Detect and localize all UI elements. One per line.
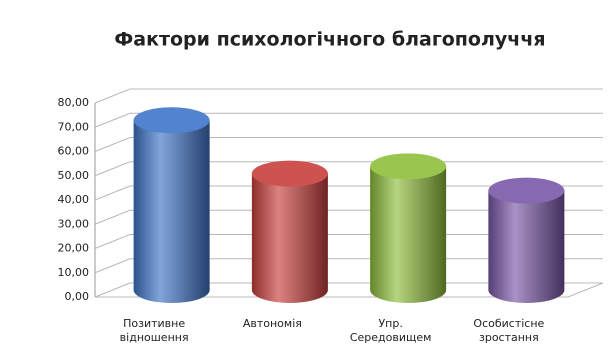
cylinder-body: [251, 173, 328, 303]
floor-edge: [95, 282, 604, 298]
grid-line: [94, 161, 603, 177]
y-tick-label: 40,00: [58, 193, 90, 206]
cylinder-body: [370, 166, 447, 303]
grid-line: [94, 88, 603, 104]
y-tick-label: 10,00: [58, 266, 90, 279]
y-tick-label: 70,00: [58, 120, 90, 133]
chart-title: Фактори психологічного благополуччя: [114, 29, 545, 51]
bar: [133, 107, 210, 303]
bar: [370, 153, 447, 303]
cylinder-top: [488, 177, 565, 204]
y-tick-label: 0,00: [65, 290, 90, 303]
x-tick-label: Автономія: [243, 317, 302, 330]
y-tick-label: 80,00: [58, 96, 90, 109]
bar: [251, 160, 328, 303]
grid-line: [94, 137, 603, 152]
x-tick-label: Особистісне зростання: [473, 317, 544, 344]
y-tick-label: 20,00: [58, 242, 90, 255]
bar: [488, 177, 565, 303]
cylinder-top: [370, 153, 447, 180]
cylinder-body: [488, 190, 565, 303]
cylinder-body: [133, 120, 210, 303]
cylinder-top: [133, 107, 210, 134]
x-tick-label: Упр. Середовищем: [350, 317, 432, 344]
x-tick-label: Позитивне відношення: [120, 317, 189, 344]
y-tick-label: 50,00: [58, 169, 90, 182]
grid-line: [94, 112, 603, 128]
cylinder-top: [251, 160, 328, 187]
y-tick-label: 60,00: [58, 145, 90, 158]
y-tick-label: 30,00: [58, 217, 90, 230]
